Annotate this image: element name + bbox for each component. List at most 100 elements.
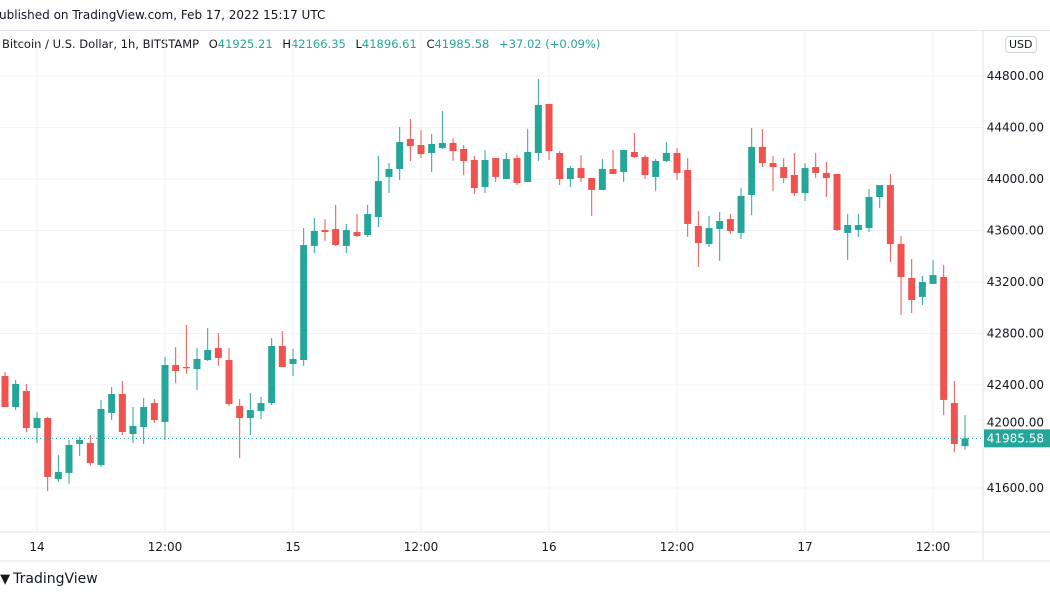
- candle: [684, 158, 692, 237]
- candle-body: [353, 232, 361, 237]
- candle: [897, 236, 905, 315]
- candle-body: [65, 444, 73, 473]
- candle: [396, 126, 404, 181]
- candle-body: [150, 403, 158, 421]
- high-label: H: [282, 37, 291, 51]
- candle-body: [86, 442, 94, 464]
- candle-body: [278, 345, 286, 367]
- y-tick-label: 44000.00: [987, 172, 1044, 186]
- candle-body: [673, 152, 681, 173]
- candle-body: [108, 394, 116, 413]
- candle-body: [652, 160, 660, 177]
- candle-body: [97, 408, 105, 465]
- candle-body: [556, 152, 564, 179]
- candle-body: [545, 103, 553, 152]
- candle: [268, 338, 276, 405]
- candle: [182, 325, 190, 375]
- candle-body: [321, 229, 329, 233]
- candle-body: [961, 438, 969, 447]
- candle: [790, 152, 798, 196]
- candle-body: [790, 175, 798, 194]
- candle-body: [865, 197, 873, 229]
- candle-body: [310, 231, 318, 246]
- candle: [556, 151, 564, 186]
- candle: [492, 158, 500, 182]
- candle: [726, 214, 734, 234]
- candle: [150, 399, 158, 423]
- candle-body: [140, 407, 148, 427]
- candle: [257, 396, 265, 419]
- candle-body: [481, 159, 489, 187]
- candle-body: [374, 181, 382, 217]
- candle-body: [76, 439, 84, 444]
- candle-body: [737, 195, 745, 233]
- candle-body: [364, 214, 372, 236]
- candle-body: [694, 225, 702, 243]
- candle-body: [780, 167, 788, 178]
- candle: [630, 133, 638, 159]
- candle-body: [769, 163, 777, 168]
- candle-body: [630, 151, 638, 157]
- candle: [22, 383, 30, 432]
- candle: [748, 128, 756, 216]
- candle: [545, 103, 553, 160]
- tradingview-logo-icon: ▮▼: [0, 571, 10, 587]
- symbol-legend: Bitcoin / U.S. Dollar, 1h, BITSTAMP O419…: [2, 37, 600, 51]
- candle: [812, 152, 820, 178]
- candle: [844, 214, 852, 260]
- candle-body: [588, 177, 596, 190]
- candle: [86, 434, 94, 466]
- candle-body: [428, 143, 436, 153]
- candle: [118, 381, 126, 435]
- candle-body: [524, 151, 532, 182]
- currency-button[interactable]: USD: [1005, 36, 1037, 53]
- candle: [566, 165, 574, 187]
- candle-body: [193, 358, 201, 370]
- candle: [769, 155, 777, 191]
- y-tick-label: 44800.00: [987, 69, 1044, 83]
- candle-body: [918, 282, 926, 297]
- candle: [588, 177, 596, 216]
- candle-body: [33, 417, 41, 429]
- candle: [353, 214, 361, 237]
- y-tick-label: 42800.00: [987, 327, 1044, 341]
- x-tick-label: 12:00: [916, 540, 951, 554]
- candle: [246, 392, 254, 435]
- y-tick-label: 43200.00: [987, 275, 1044, 289]
- candle: [310, 218, 318, 254]
- candle-body: [897, 244, 905, 277]
- candle-body: [44, 417, 52, 477]
- low-value: 41896.61: [361, 37, 417, 51]
- candle-body: [225, 360, 233, 405]
- close-label: C: [426, 37, 435, 51]
- candle: [12, 379, 20, 410]
- candle-body: [129, 425, 137, 435]
- candle-body: [620, 150, 628, 173]
- candle-body: [662, 152, 670, 161]
- last-price-badge: [984, 429, 1050, 448]
- symbol-title[interactable]: Bitcoin / U.S. Dollar, 1h, BITSTAMP: [2, 37, 200, 51]
- candle: [908, 258, 916, 314]
- candle-body: [886, 185, 894, 245]
- candle: [172, 347, 180, 383]
- candle: [716, 211, 724, 262]
- open-value: 41925.21: [217, 37, 273, 51]
- candle: [385, 163, 393, 194]
- footer-brand: ▮▼ TradingView: [0, 571, 98, 587]
- candle-body: [492, 158, 500, 177]
- candle: [705, 215, 713, 247]
- candle-body: [844, 224, 852, 233]
- candle-body: [908, 278, 916, 301]
- candle: [33, 412, 41, 443]
- brand-name: TradingView: [13, 571, 98, 587]
- y-tick-label: 43600.00: [987, 224, 1044, 238]
- candle: [225, 348, 233, 406]
- candle: [609, 150, 617, 174]
- candle-body: [300, 245, 308, 361]
- candle: [97, 399, 105, 468]
- change-value: +37.02 (+0.09%): [499, 37, 601, 51]
- candle: [54, 455, 62, 482]
- candle: [300, 228, 308, 366]
- candle: [620, 150, 628, 182]
